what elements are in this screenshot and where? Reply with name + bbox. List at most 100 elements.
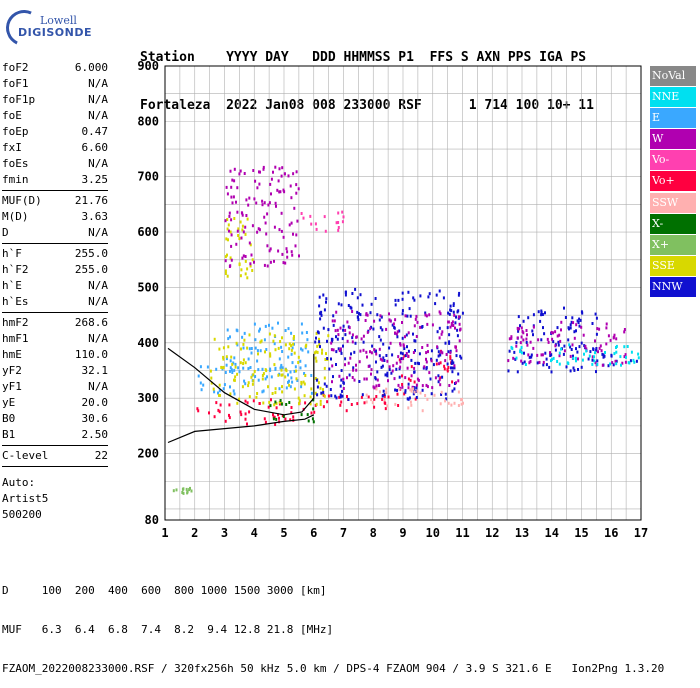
- echo-point: [290, 352, 293, 356]
- echo-point: [519, 341, 522, 345]
- echo-point: [425, 360, 428, 364]
- echo-point: [323, 394, 326, 398]
- echo-point: [397, 383, 400, 387]
- echo-point: [268, 249, 271, 253]
- param-value: 20.0: [81, 396, 109, 409]
- param-row: yE 20.0: [2, 395, 108, 411]
- echo-point: [224, 419, 227, 423]
- echo-point: [567, 338, 570, 342]
- echo-point: [353, 378, 356, 382]
- echo-point: [323, 215, 326, 219]
- echo-point: [229, 230, 232, 234]
- echo-point: [393, 325, 396, 329]
- echo-point: [548, 365, 551, 369]
- echo-point: [439, 361, 442, 365]
- echo-point: [594, 339, 596, 343]
- echo-point: [424, 313, 427, 317]
- echo-point: [594, 361, 597, 365]
- echo-point: [386, 404, 389, 408]
- echo-point: [461, 311, 464, 315]
- echo-point: [591, 322, 594, 325]
- echo-point: [302, 380, 305, 384]
- echo-point: [521, 361, 524, 365]
- echo-point: [264, 377, 267, 381]
- echo-point: [262, 401, 265, 405]
- echo-point: [591, 362, 594, 366]
- echo-point: [281, 385, 283, 389]
- echo-point: [251, 258, 254, 262]
- echo-point: [315, 336, 317, 340]
- echo-point: [378, 347, 381, 351]
- echo-point: [373, 348, 376, 352]
- echo-point: [281, 166, 284, 170]
- echo-point: [458, 322, 461, 326]
- echo-point: [376, 378, 379, 382]
- echo-point: [510, 335, 513, 339]
- echo-point: [278, 387, 281, 391]
- echo-point: [290, 250, 293, 254]
- echo-point: [235, 242, 238, 246]
- echo-point: [263, 417, 266, 421]
- echo-point: [374, 297, 377, 300]
- echo-point: [598, 327, 601, 331]
- echo-point: [325, 300, 327, 304]
- echo-point: [175, 488, 178, 492]
- echo-point: [404, 390, 407, 394]
- echo-point: [289, 418, 292, 422]
- echo-point: [444, 341, 447, 345]
- echo-point: [562, 352, 565, 356]
- echo-point: [272, 339, 275, 343]
- echo-point: [348, 331, 351, 335]
- echo-point: [367, 395, 370, 399]
- echo-point: [361, 393, 364, 397]
- echo-point: [188, 488, 191, 492]
- echo-point: [248, 347, 251, 351]
- echo-point: [365, 393, 368, 397]
- echo-point: [356, 402, 359, 406]
- echo-point: [391, 353, 394, 357]
- echo-point: [247, 384, 250, 388]
- echo-point: [447, 401, 450, 405]
- echo-point: [523, 351, 525, 355]
- echo-point: [335, 221, 338, 225]
- echo-point: [253, 260, 255, 264]
- echo-point: [274, 391, 277, 395]
- echo-point: [247, 367, 250, 371]
- echo-point: [454, 321, 457, 325]
- echo-point: [346, 339, 349, 343]
- echo-point: [360, 337, 363, 341]
- echo-point: [416, 361, 419, 365]
- echo-point: [408, 307, 411, 311]
- echo-point: [407, 397, 410, 401]
- series-e: [197, 321, 313, 396]
- echo-point: [256, 230, 259, 234]
- echo-point: [186, 490, 189, 494]
- echo-point: [529, 340, 532, 344]
- echo-point: [385, 387, 388, 391]
- series-nne: [510, 343, 640, 367]
- echo-point: [438, 336, 441, 340]
- echo-point: [252, 373, 255, 377]
- echo-point: [311, 417, 314, 421]
- echo-point: [235, 200, 237, 204]
- echo-point: [261, 374, 264, 377]
- echo-point: [294, 365, 297, 369]
- echo-point: [348, 326, 351, 330]
- echo-point: [395, 332, 398, 336]
- echo-point: [290, 331, 293, 335]
- echo-point: [580, 310, 583, 314]
- echo-point: [307, 350, 310, 354]
- echo-point: [337, 333, 340, 337]
- echo-point: [441, 375, 444, 379]
- echo-point: [542, 326, 544, 330]
- echo-point: [350, 403, 353, 406]
- echo-point: [399, 365, 402, 369]
- echo-point: [528, 355, 531, 359]
- echo-point: [266, 244, 269, 248]
- echo-point: [342, 344, 344, 348]
- echo-point: [339, 393, 342, 397]
- echo-point: [446, 362, 449, 366]
- echo-point: [263, 338, 266, 342]
- echo-point: [425, 351, 428, 355]
- x-tick-label: 17: [634, 526, 648, 540]
